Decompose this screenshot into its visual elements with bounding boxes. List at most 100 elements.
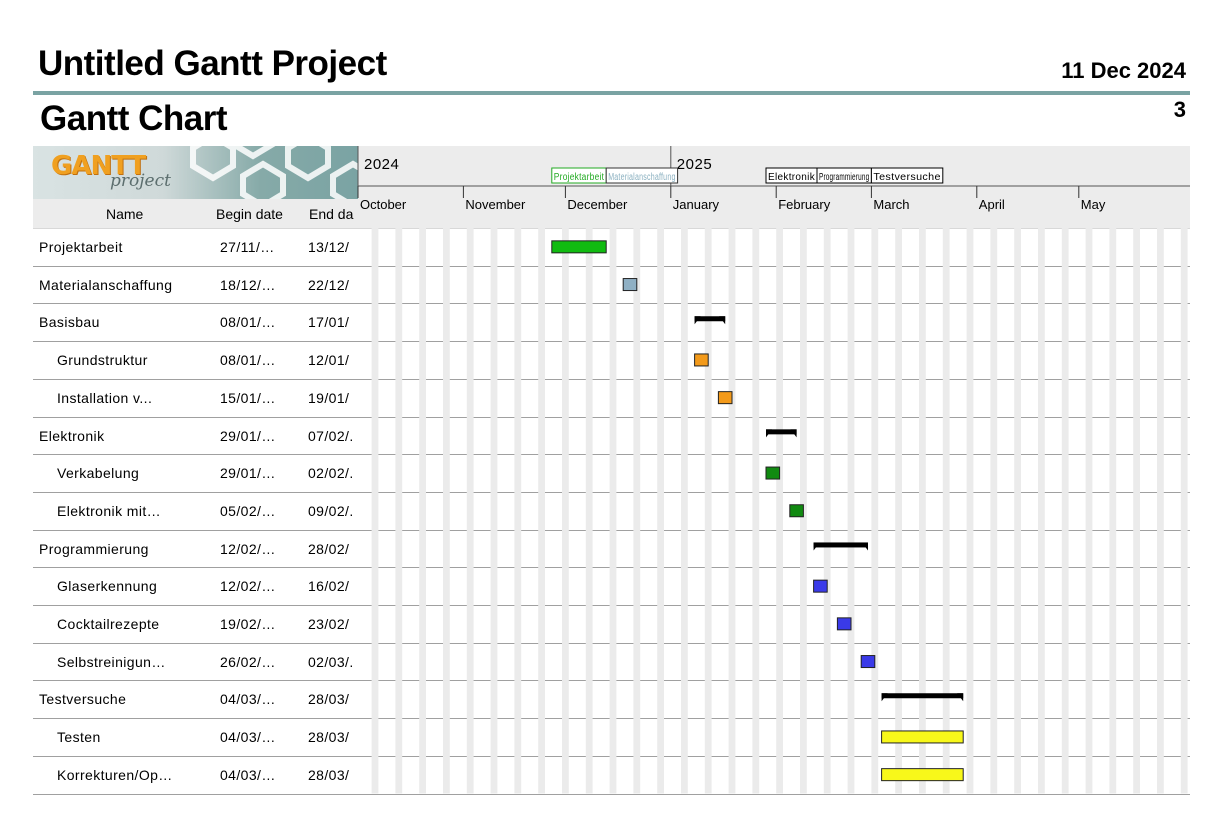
task-name[interactable]: Cocktailrezepte bbox=[57, 616, 160, 632]
weekend-stripe bbox=[1014, 228, 1021, 794]
weekend-stripe bbox=[633, 228, 641, 794]
month-label: October bbox=[360, 197, 407, 212]
summary-bar-end-cap bbox=[719, 316, 726, 325]
weekend-stripe bbox=[1133, 228, 1140, 794]
weekend-stripe bbox=[562, 228, 569, 794]
column-header-name[interactable]: Name bbox=[106, 206, 144, 222]
summary-bar bbox=[694, 316, 726, 322]
chart-subtitle: Gantt Chart bbox=[40, 99, 228, 138]
weekend-stripe bbox=[514, 228, 522, 794]
task-name[interactable]: Materialanschaffung bbox=[39, 276, 173, 293]
weekend-stripe bbox=[1180, 228, 1188, 794]
task-name[interactable]: Elektronik mit… bbox=[57, 502, 162, 519]
weekend-stripe bbox=[1157, 228, 1164, 794]
month-label: April bbox=[979, 197, 1005, 212]
ganttproject-logo: GANTT project bbox=[33, 146, 358, 199]
task-bar bbox=[860, 655, 876, 669]
task-name[interactable]: Korrekturen/Op… bbox=[57, 766, 173, 783]
task-end-date: 02/02/. bbox=[308, 465, 354, 482]
weekend-stripe bbox=[585, 228, 593, 794]
timeline-label: Projektarbeit bbox=[554, 172, 604, 183]
task-begin-date: 19/02/… bbox=[220, 616, 276, 632]
project-title: Untitled Gantt Project bbox=[38, 44, 387, 83]
task-name[interactable]: Selbstreinigun… bbox=[57, 653, 166, 670]
weekend-stripe bbox=[490, 228, 498, 794]
weekend-stripe bbox=[657, 228, 664, 794]
summary-bar-start-cap bbox=[766, 429, 772, 438]
month-label: January bbox=[673, 197, 720, 212]
summary-bar-start-cap bbox=[813, 542, 820, 551]
summary-bar bbox=[766, 429, 797, 435]
task-end-date: 28/02/ bbox=[308, 540, 350, 557]
task-end-date: 28/03/ bbox=[308, 729, 350, 746]
weekend-stripe bbox=[538, 228, 545, 794]
task-begin-date: 18/12/… bbox=[220, 276, 276, 293]
task-name[interactable]: Projektarbeit bbox=[39, 239, 123, 255]
task-begin-date: 12/02/… bbox=[220, 578, 276, 595]
page-number: 3 bbox=[1173, 97, 1186, 122]
task-bar bbox=[813, 579, 828, 593]
column-header-end-date[interactable]: End da bbox=[309, 206, 354, 222]
task-begin-date: 29/01/… bbox=[220, 465, 276, 482]
timeline-label: Elektronik bbox=[768, 172, 816, 183]
task-end-date: 23/02/ bbox=[308, 616, 350, 632]
task-begin-date: 05/02/… bbox=[220, 502, 276, 519]
weekend-stripe bbox=[871, 228, 879, 794]
month-label: May bbox=[1081, 197, 1106, 212]
task-begin-date: 04/03/… bbox=[220, 729, 276, 746]
table-header: Name Begin date End da bbox=[33, 199, 358, 228]
row-divider bbox=[33, 794, 1190, 795]
task-end-date: 07/02/. bbox=[308, 427, 354, 444]
task-name[interactable]: Programmierung bbox=[39, 540, 149, 557]
task-bar bbox=[717, 391, 733, 405]
task-end-date: 16/02/ bbox=[308, 578, 350, 595]
weekend-stripe bbox=[466, 228, 474, 794]
weekend-stripe bbox=[1038, 228, 1045, 794]
task-name[interactable]: Elektronik bbox=[39, 427, 105, 444]
weekend-stripe bbox=[966, 228, 974, 794]
task-end-date: 12/01/ bbox=[308, 352, 350, 369]
task-begin-date: 04/03/… bbox=[220, 766, 276, 783]
task-end-date: 09/02/. bbox=[308, 502, 354, 519]
weekend-stripe bbox=[752, 228, 760, 794]
task-bar bbox=[789, 504, 804, 518]
summary-bar-end-cap bbox=[862, 542, 868, 551]
task-begin-date: 29/01/… bbox=[220, 427, 276, 444]
month-label: March bbox=[873, 197, 909, 212]
task-name[interactable]: Glaserkennung bbox=[57, 578, 158, 595]
task-bar bbox=[765, 466, 781, 480]
task-end-date: 17/01/ bbox=[308, 314, 350, 331]
task-name[interactable]: Testversuche bbox=[39, 691, 127, 708]
task-begin-date: 15/01/… bbox=[220, 389, 276, 406]
weekend-stripe bbox=[847, 228, 855, 794]
task-name[interactable]: Grundstruktur bbox=[57, 352, 148, 369]
task-bar bbox=[551, 240, 607, 254]
logo-sub: project bbox=[110, 171, 171, 191]
task-bar bbox=[836, 617, 852, 631]
task-begin-date: 04/03/… bbox=[220, 691, 276, 708]
task-name[interactable]: Testen bbox=[57, 729, 101, 746]
task-begin-date: 26/02/… bbox=[220, 653, 276, 670]
task-name[interactable]: Verkabelung bbox=[57, 465, 140, 482]
weekend-stripe bbox=[919, 228, 926, 794]
summary-bar-end-cap bbox=[790, 429, 797, 438]
weekend-stripe bbox=[609, 228, 617, 794]
column-header-begin-date[interactable]: Begin date bbox=[216, 206, 283, 222]
timeline-label-box bbox=[605, 167, 679, 184]
summary-bar bbox=[881, 693, 964, 699]
month-label: December bbox=[567, 197, 628, 212]
task-name[interactable]: Installation v... bbox=[57, 389, 153, 406]
weekend-stripe bbox=[1061, 228, 1069, 794]
timeline-label: Testversuche bbox=[873, 172, 941, 183]
task-name[interactable]: Basisbau bbox=[39, 314, 100, 331]
task-begin-date: 08/01/… bbox=[220, 352, 276, 369]
summary-bar-end-cap bbox=[957, 693, 964, 702]
year-label: 2024 bbox=[364, 156, 399, 173]
hexagon-pattern-icon bbox=[190, 146, 358, 199]
weekend-stripe bbox=[704, 228, 712, 794]
task-bar bbox=[881, 768, 964, 782]
timeline-label-box bbox=[870, 167, 944, 184]
weekend-stripe bbox=[728, 228, 736, 794]
weekend-stripe bbox=[1085, 228, 1093, 794]
